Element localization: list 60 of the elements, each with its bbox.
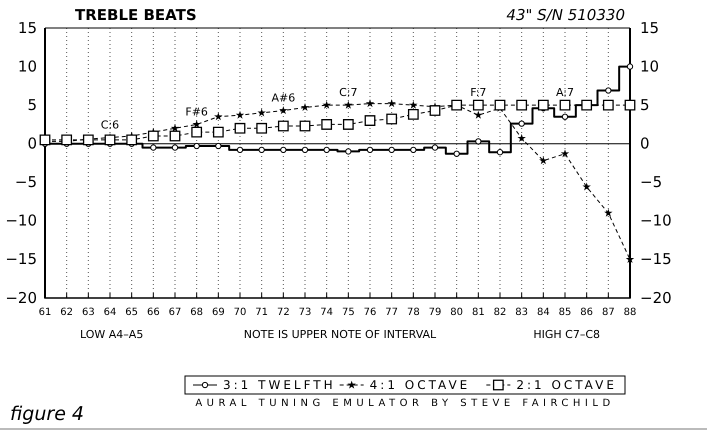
annotation: C:7: [339, 86, 358, 100]
x-tick-label: 61: [38, 307, 52, 318]
y-tick-label: −15: [5, 250, 37, 268]
y-tick-label: −10: [5, 212, 37, 230]
x-tick-label: 80: [450, 307, 464, 318]
x-tick-label: 85: [558, 307, 572, 318]
x-tick-label: 65: [125, 307, 138, 318]
y-tick-label: −20: [5, 288, 37, 307]
y2-tick-label: 15: [640, 18, 660, 37]
annotation: A:7: [556, 86, 574, 100]
chart-subtitle: 43" S/N 510330: [506, 6, 625, 24]
x-tick-label: 62: [60, 307, 74, 318]
x-tick-label: 79: [428, 307, 442, 318]
x-tick-label: 86: [580, 307, 594, 318]
x-tick-label: 75: [342, 307, 355, 318]
x-tick-label: 63: [82, 307, 95, 318]
x-tick-label: 73: [298, 307, 312, 318]
x-tick-label: 76: [364, 307, 376, 318]
caption: figure 4: [10, 403, 84, 425]
annotation: F#6: [185, 105, 208, 118]
x-tick-label: 67: [168, 307, 182, 318]
annotation: A#6: [271, 92, 296, 105]
x-tick-label: 87: [602, 307, 615, 318]
y-tick-label: 0: [27, 134, 37, 153]
x-tick-label: 82: [494, 307, 506, 318]
text: LOW A4–A5: [80, 328, 144, 341]
y-tick-label: −5: [14, 173, 37, 192]
x-tick-label: 70: [234, 307, 246, 318]
y2-tick-label: 0: [640, 134, 650, 153]
x-tick-label: 84: [536, 307, 550, 318]
text: AURAL TUNING EMULATOR BY STEVE FAIRCHILD: [195, 398, 615, 409]
x-tick-label: 69: [212, 307, 225, 318]
x-tick-label: 83: [515, 307, 528, 318]
annotation: C:6: [100, 118, 120, 132]
y2-tick-label: −15: [640, 250, 672, 268]
x-tick-label: 78: [406, 307, 420, 318]
x-tick-label: 71: [255, 307, 268, 318]
text: HIGH C7–C8: [533, 328, 600, 341]
y-tick-label: 5: [27, 96, 37, 114]
y2-tick-label: −20: [640, 288, 672, 307]
x-tick-label: 66: [146, 307, 160, 318]
x-tick-label: 72: [276, 307, 290, 318]
legend-label: 4:1 OCTAVE: [370, 378, 470, 392]
x-tick-label: 81: [472, 307, 485, 318]
y2-tick-label: −10: [640, 212, 672, 230]
x-tick-label: 74: [320, 307, 334, 318]
x-tick-label: 68: [190, 307, 204, 318]
x-axis-title: NOTE IS UPPER NOTE OF INTERVAL: [244, 328, 438, 341]
chart-title: TREBLE BEATS: [75, 6, 197, 24]
y-tick-label: 15: [18, 18, 37, 37]
x-tick-label: 88: [624, 307, 636, 318]
x-tick-label: 64: [104, 307, 116, 318]
legend-label: 3:1 TWELFTH: [223, 378, 336, 392]
y2-tick-label: −5: [640, 173, 662, 192]
legend-label: 2:1 OCTAVE: [516, 378, 617, 392]
annotation: F:7: [470, 86, 486, 100]
y2-tick-label: 10: [640, 57, 660, 76]
y-tick-label: 10: [18, 57, 37, 76]
x-tick-label: 77: [385, 307, 398, 318]
y2-tick-label: 5: [640, 96, 650, 114]
